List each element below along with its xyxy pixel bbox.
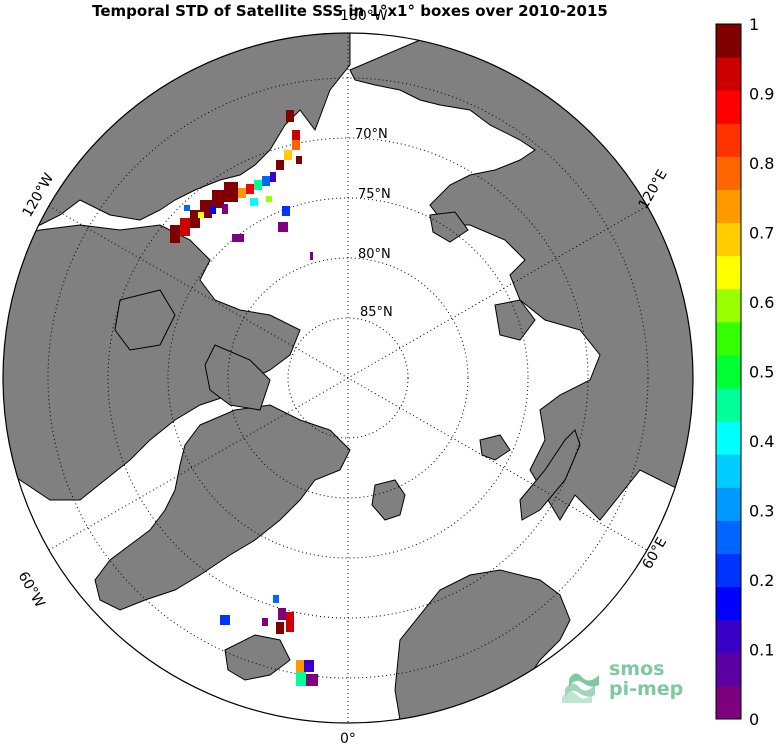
lat-label-70: 70°N: [355, 127, 388, 142]
colorbar-tick-label: 0.3: [749, 502, 774, 521]
land-greenland: [94, 404, 351, 611]
colorbar-bin: [716, 321, 741, 356]
logo-line-1: smos: [609, 658, 665, 680]
lon-label-top: 180°W: [340, 8, 388, 24]
colorbar-tick-label: 0.2: [749, 571, 774, 590]
lon-label-lower-left: 60°W: [15, 569, 48, 611]
colorbar-bin: [716, 222, 741, 257]
colorbar-tick-label: 0.5: [749, 363, 774, 382]
colorbar-tick-label: 0: [749, 710, 759, 729]
colorbar-bin: [716, 189, 741, 224]
land-severnaya: [494, 299, 536, 341]
logo-line-2: pi-mep: [609, 678, 684, 700]
colorbar-tick-label: 0.4: [749, 432, 774, 451]
colorbar-bin: [716, 586, 741, 621]
colorbar-tick-label: 0.9: [749, 85, 774, 104]
land-banks: [114, 289, 176, 351]
land-franz-josef: [479, 434, 511, 461]
colorbar-tick-label: 0.6: [749, 293, 774, 312]
colorbar-bin: [716, 619, 741, 654]
colorbar-tick-label: 0.1: [749, 641, 774, 660]
logo-waves-icon: [562, 673, 599, 703]
land-scandinavia: [394, 569, 571, 723]
land: [3, 33, 693, 723]
lat-label-85: 85°N: [360, 305, 393, 320]
map-boundary: [2, 32, 694, 724]
std-boxes-beaufort: [170, 110, 313, 260]
colorbar-bin: [716, 90, 741, 124]
colorbar-ticks: 1 0.9 0.8 0.7 0.6 0.5 0.4 0.3 0.2 0.1 0: [749, 15, 774, 729]
colorbar-bin: [716, 421, 741, 455]
lat-label-80: 80°N: [358, 247, 391, 262]
colorbar-bin: [716, 57, 741, 91]
std-boxes-norwegian: [220, 595, 318, 686]
land-ellesmere: [204, 344, 271, 411]
land-novaya-zemlya: [519, 429, 581, 521]
colorbar-bin: [716, 685, 741, 720]
chart-title: Temporal STD of Satellite SSS in 1°x1° b…: [92, 2, 608, 20]
colorbar-tick-label: 0.7: [749, 224, 774, 243]
colorbar: [715, 23, 742, 720]
graticule: [47, 33, 649, 723]
smos-pimep-logo: smos pi-mep: [557, 657, 697, 707]
colorbar-bin: [716, 388, 741, 422]
colorbar-bin: [716, 354, 741, 389]
colorbar-bin: [716, 652, 741, 687]
colorbar-bin: [716, 288, 741, 323]
lon-label-bottom: 0°: [340, 731, 356, 746]
land-canada: [3, 224, 301, 501]
colorbar-bin: [716, 123, 741, 157]
colorbar-tick-label: 0.8: [749, 154, 774, 173]
colorbar-bin: [716, 553, 741, 588]
land-svalbard: [371, 479, 406, 521]
land-iceland: [224, 634, 291, 681]
colorbar-bin: [716, 454, 741, 488]
land-new-siberian: [429, 211, 469, 243]
colorbar-tick-label: 1: [749, 15, 759, 34]
colorbar-bin: [716, 487, 741, 521]
colorbar-frame: [715, 23, 742, 720]
lat-label-75: 75°N: [358, 187, 391, 202]
colorbar-bin: [716, 255, 741, 290]
colorbar-bin: [716, 156, 741, 190]
colorbar-bin: [716, 24, 741, 58]
colorbar-bin: [716, 520, 741, 555]
lon-label-upper-right: 120°E: [636, 167, 671, 212]
map-body: [3, 33, 693, 723]
